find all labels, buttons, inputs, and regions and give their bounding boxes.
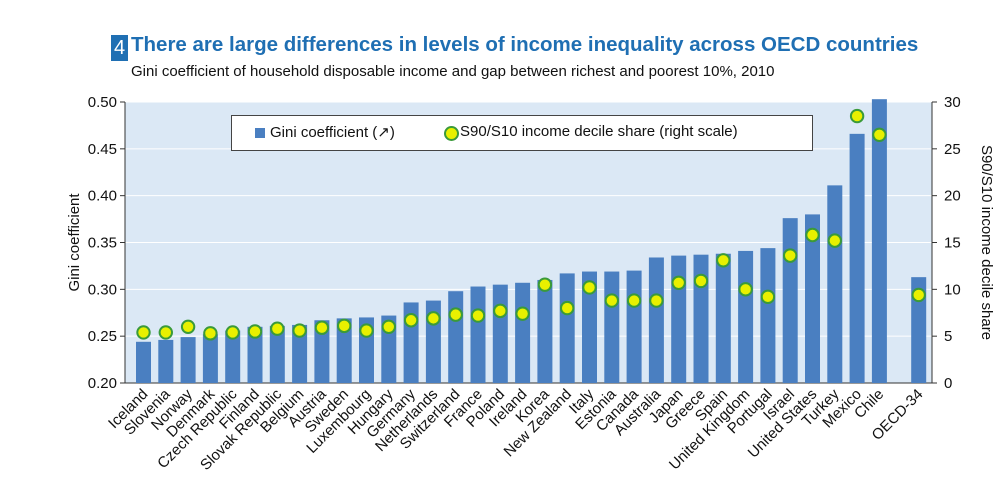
bar-finland <box>247 326 263 383</box>
dot-denmark <box>203 326 218 341</box>
dot-czech-republic <box>225 325 240 340</box>
left-tick-label: 0.30 <box>88 281 117 298</box>
left-tick-label: 0.45 <box>88 141 117 158</box>
bar-canada <box>626 270 642 383</box>
bar-belgium <box>292 324 308 383</box>
left-tick-label: 0.40 <box>88 188 117 205</box>
bar-new-zealand <box>559 273 575 383</box>
dot-ireland <box>515 306 530 321</box>
dot-germany <box>403 313 419 328</box>
bar-spain <box>715 253 731 383</box>
dot-luxembourg <box>359 323 374 338</box>
right-tick-label: 30 <box>944 94 961 111</box>
dot-netherlands <box>426 311 441 326</box>
right-tick-label: 15 <box>944 235 961 252</box>
right-tick-label: 0 <box>944 375 952 392</box>
dot-new-zealand <box>560 300 575 316</box>
bar-czech-republic <box>225 330 241 383</box>
bar-switzerland <box>448 291 464 383</box>
bar-slovak-republic <box>269 325 285 383</box>
dot-spain <box>716 253 731 268</box>
bar-mexico <box>849 133 865 383</box>
dot-canada <box>626 293 642 308</box>
chart-subtitle: Gini coefficient of household disposable… <box>131 63 775 80</box>
chart-title: There are large differences in levels of… <box>131 33 919 56</box>
dot-korea <box>537 277 553 292</box>
dot-poland <box>493 303 508 319</box>
bar-estonia <box>604 271 620 383</box>
dot-iceland <box>136 325 151 340</box>
bar-israel <box>782 218 798 383</box>
bar-united-kingdom <box>738 250 754 383</box>
left-tick-label: 0.50 <box>88 94 117 111</box>
dot-sweden <box>337 318 352 334</box>
dot-slovak-republic <box>270 321 285 336</box>
y2-axis-title: S90/S10 income decile share <box>978 145 995 340</box>
left-tick-label: 0.25 <box>88 328 117 345</box>
bar-austria <box>314 320 330 383</box>
bar-ireland <box>515 282 531 383</box>
dot-chile <box>872 127 887 142</box>
bar-japan <box>671 255 687 383</box>
right-tick-label: 25 <box>944 141 961 158</box>
right-tick-label: 5 <box>944 328 952 345</box>
right-tick-label: 20 <box>944 188 961 205</box>
bar-chile <box>871 99 887 383</box>
dot-greece <box>693 273 709 289</box>
bar-iceland <box>136 341 151 383</box>
legend-dot-label: S90/S10 income decile share (right scale… <box>460 123 738 140</box>
dot-oecd-34 <box>911 287 926 303</box>
left-tick-label: 0.35 <box>88 235 117 252</box>
y-axis-title: Gini coefficient <box>66 193 83 292</box>
bar-france <box>470 286 486 383</box>
bar-slovenia <box>158 339 174 383</box>
chart-number-badge: 4 <box>111 35 128 61</box>
dot-hungary <box>381 319 396 334</box>
dot-belgium <box>292 323 307 338</box>
dot-australia <box>649 293 664 308</box>
dot-norway <box>180 319 196 334</box>
bar-denmark <box>202 334 218 383</box>
dot-portugal <box>760 289 776 305</box>
bar-poland <box>492 284 508 383</box>
bar-oecd-34 <box>911 277 927 383</box>
bar-united-states <box>805 214 820 383</box>
right-tick-label: 10 <box>944 281 961 298</box>
dot-israel <box>783 248 798 263</box>
legend-bar-swatch <box>255 128 265 138</box>
legend: Gini coefficient (↗) S90/S10 income deci… <box>231 115 813 151</box>
bar-portugal <box>760 248 776 383</box>
bar-sweden <box>336 318 352 383</box>
dot-turkey <box>827 233 842 248</box>
dot-austria <box>314 320 330 335</box>
dot-italy <box>582 280 597 295</box>
dot-finland <box>247 324 263 339</box>
legend-dot-swatch <box>444 126 459 141</box>
dot-united-states <box>805 227 820 243</box>
left-tick-label: 0.20 <box>88 375 117 392</box>
dot-estonia <box>604 293 619 308</box>
bar-korea <box>537 279 553 383</box>
bar-italy <box>582 271 597 383</box>
bar-turkey <box>827 185 843 383</box>
dot-japan <box>671 275 686 290</box>
dot-mexico <box>849 108 865 124</box>
bar-norway <box>180 337 196 383</box>
dot-france <box>470 308 486 323</box>
bar-australia <box>648 257 664 383</box>
legend-bar-label: Gini coefficient (↗) <box>270 124 395 141</box>
dot-united-kingdom <box>738 282 753 297</box>
dot-slovenia <box>158 325 174 340</box>
dot-switzerland <box>448 307 463 322</box>
